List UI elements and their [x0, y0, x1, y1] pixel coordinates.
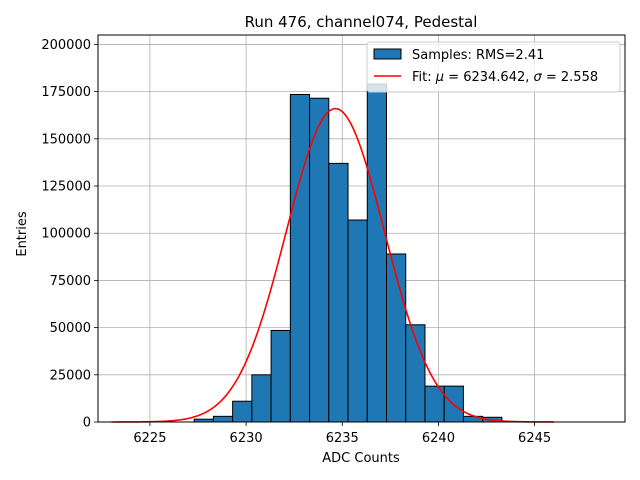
y-tick-label: 200000 — [41, 38, 91, 53]
y-tick-label: 100000 — [41, 227, 91, 242]
y-tick-label: 150000 — [41, 132, 91, 147]
x-tick-label: 6225 — [133, 431, 166, 446]
chart-title: Run 476, channel074, Pedestal — [245, 13, 478, 31]
histogram-bar — [347, 219, 368, 423]
legend-fit-mu-value: = 6234.642, — [444, 70, 533, 85]
histogram-bar — [251, 374, 272, 423]
histogram-bar — [232, 400, 253, 423]
histogram-bar — [366, 83, 388, 423]
y-tick-label: 25000 — [50, 368, 91, 383]
legend-samples-swatch — [373, 48, 402, 60]
legend-box — [366, 41, 621, 93]
fit-layer — [111, 107, 554, 423]
axes-frame — [97, 34, 626, 423]
legend-fit-prefix: Fit: — [412, 70, 436, 85]
x-tick-label: 6240 — [422, 431, 455, 446]
legend-fit-mu-symbol: μ — [435, 70, 444, 85]
y-tick-label: 50000 — [50, 321, 91, 336]
legend: Samples: RMS=2.41 Fit: μ = 6234.642, σ =… — [366, 41, 621, 93]
x-axis-label: ADC Counts — [322, 451, 400, 466]
y-tick-label: 125000 — [41, 180, 91, 195]
histogram-bar — [386, 253, 407, 423]
histogram-bar — [328, 162, 349, 423]
legend-fit-label: Fit: μ = 6234.642, σ = 2.558 — [412, 70, 598, 85]
x-tick-label: 6245 — [518, 431, 551, 446]
x-tick-label: 6235 — [326, 431, 359, 446]
y-tick-label: 175000 — [41, 85, 91, 100]
x-tick-label: 6230 — [230, 431, 263, 446]
y-tick-label: 0 — [83, 416, 91, 431]
legend-samples-label: Samples: RMS=2.41 — [412, 48, 544, 63]
bars-layer — [193, 83, 503, 423]
histogram-bar — [212, 415, 234, 423]
y-axis-label: Entries — [15, 211, 30, 257]
ticks-layer: 6225 6230 6235 6240 6245 0 25000 50000 75000 1000… — [41, 38, 551, 446]
legend-fit-sigma-symbol: σ — [534, 70, 543, 85]
y-tick-label: 75000 — [50, 274, 91, 289]
histogram-bar — [309, 97, 330, 423]
gaussian-fit-line — [111, 107, 554, 423]
histogram-bar — [289, 93, 311, 423]
histogram-bar — [270, 329, 291, 423]
legend-fit-sigma-value: = 2.558 — [542, 70, 598, 85]
